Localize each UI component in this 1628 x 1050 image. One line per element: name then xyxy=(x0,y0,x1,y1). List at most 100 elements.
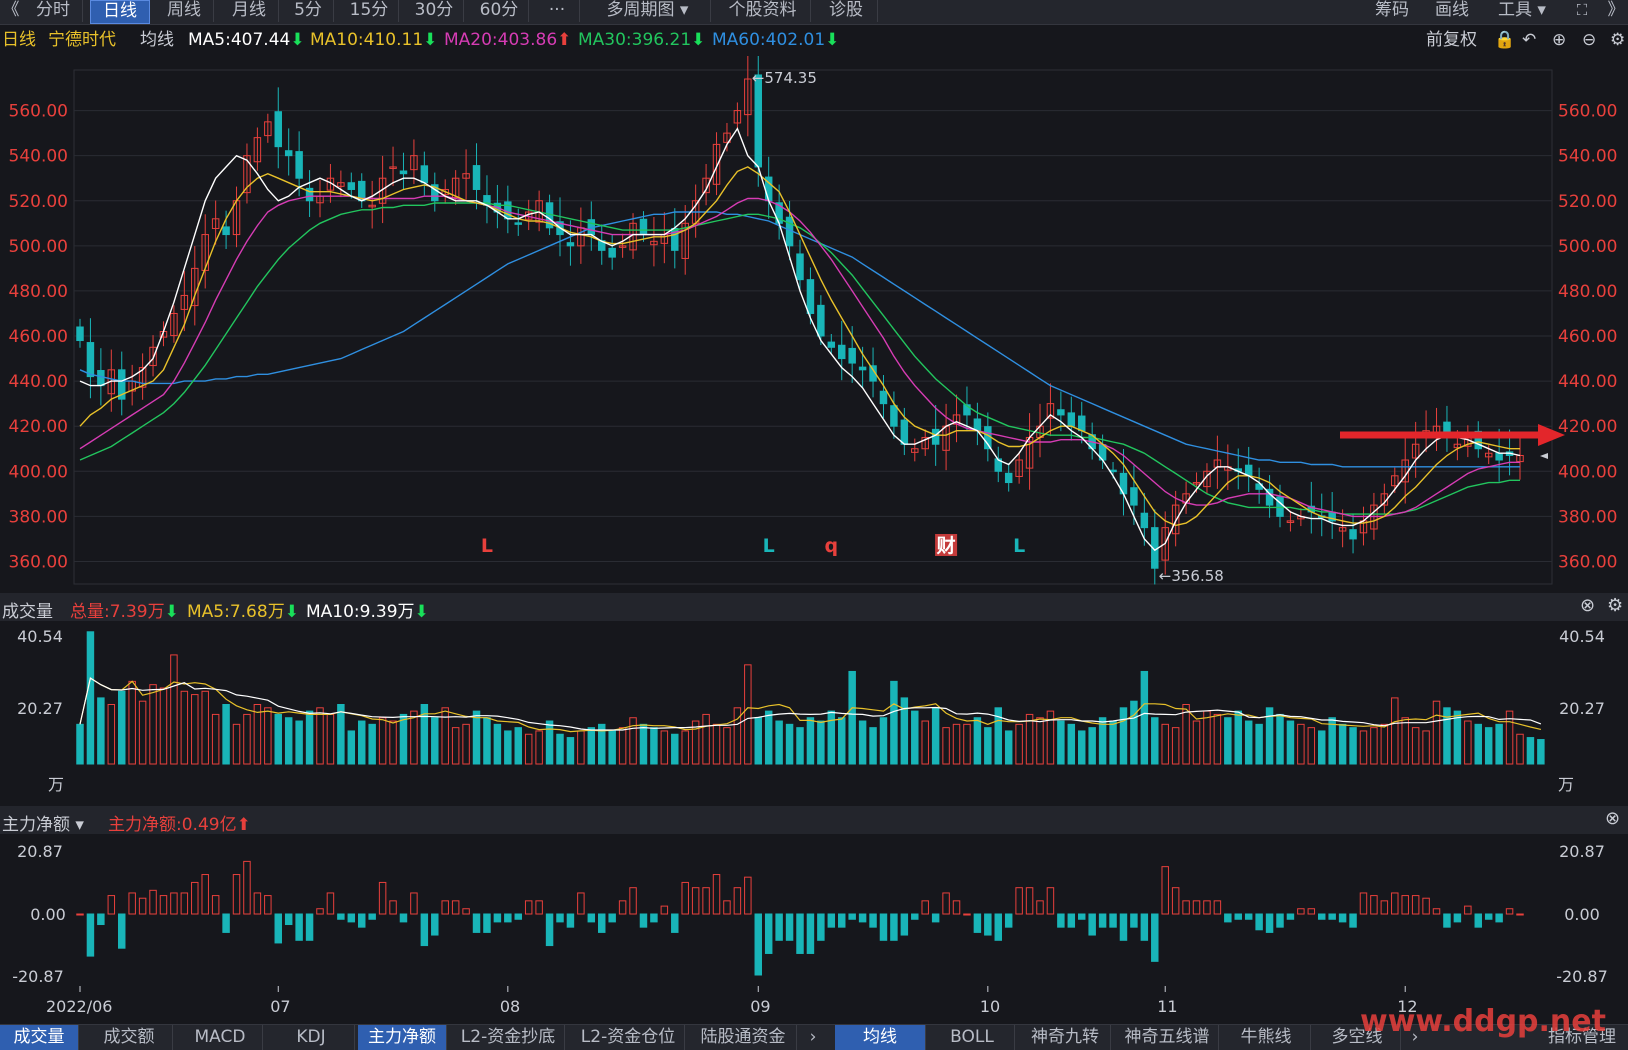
tab-30min[interactable]: 30分 xyxy=(405,0,464,22)
settings-icon[interactable]: ⚙ xyxy=(1610,30,1626,50)
flow-bar xyxy=(159,895,168,915)
close-volume-icon[interactable]: ⊗ xyxy=(1580,595,1596,616)
tab-main-net-flow[interactable]: 主力净额 xyxy=(358,1025,447,1050)
flow-bar xyxy=(921,900,929,915)
chips-button[interactable]: 筹码 xyxy=(1375,0,1409,20)
volume-bar xyxy=(420,704,429,765)
volume-bar xyxy=(1234,710,1242,765)
flow-bar xyxy=(775,913,783,941)
flow-bar xyxy=(1391,892,1399,915)
flow-bar xyxy=(577,892,585,915)
price-chart[interactable]: 560.00 540.00 520.00 500.00 480.00 460.00 440.… xyxy=(0,56,1628,586)
tab-daily[interactable]: 日线 xyxy=(90,0,150,24)
flow-bar xyxy=(1192,900,1201,915)
candle-body xyxy=(337,182,345,187)
fullscreen-icon[interactable]: ⛶ xyxy=(1576,1,1588,19)
tab-volume[interactable]: 成交量 xyxy=(0,1025,79,1050)
close-flow-icon[interactable]: ⊗ xyxy=(1605,808,1621,829)
tab-long-short[interactable]: 多空线 xyxy=(1314,1025,1401,1050)
tab-15min[interactable]: 15分 xyxy=(340,0,399,22)
tab-kdj[interactable]: KDJ xyxy=(268,1025,355,1050)
flow-bar xyxy=(1078,913,1086,920)
tab-5min[interactable]: 5分 xyxy=(283,0,334,22)
flow-bar xyxy=(128,892,136,915)
price-tick: 480.00 xyxy=(9,282,68,302)
volume-bar xyxy=(1088,727,1096,765)
candle-body xyxy=(1078,415,1086,432)
flow-bar xyxy=(284,913,293,926)
tab-northbound-flow[interactable]: 陆股通资金 xyxy=(690,1025,797,1050)
zoom-out-icon[interactable]: ⊖ xyxy=(1582,30,1597,50)
tab-l2-position[interactable]: L2-资金仓位 xyxy=(572,1025,685,1050)
tools-dropdown[interactable]: 工具 ▾ xyxy=(1498,0,1546,20)
volume-bar xyxy=(337,704,345,765)
flow-bar xyxy=(504,913,512,923)
tab-diagnosis[interactable]: 诊股 xyxy=(815,0,878,22)
flow-chart[interactable]: 20.87 0.00 -20.87 20.87 0.00 -20.87 2022… xyxy=(0,834,1628,1024)
candle-body xyxy=(243,155,251,194)
volume-bar xyxy=(211,713,220,765)
zoom-in-icon[interactable]: ⊕ xyxy=(1552,30,1567,50)
volume-bar xyxy=(1161,723,1169,765)
tab-fenshi[interactable]: 分时 xyxy=(24,0,83,22)
multi-period-dropdown[interactable]: 多周期图 ▾ xyxy=(585,0,711,22)
signal-marker: q xyxy=(824,535,838,557)
candle-body xyxy=(211,218,220,229)
volume-bar xyxy=(1443,707,1451,765)
volume-bar xyxy=(1224,717,1232,765)
more-periods-icon[interactable]: ··· xyxy=(535,0,580,22)
flow-bar xyxy=(191,881,199,915)
flow-bar xyxy=(1318,913,1326,920)
tab-bull-bear[interactable]: 牛熊线 xyxy=(1222,1025,1311,1050)
volume-bar xyxy=(1484,727,1493,765)
tab-boll[interactable]: BOLL xyxy=(930,1025,1015,1050)
flow-bar xyxy=(410,892,418,915)
flow-bar xyxy=(1505,908,1514,915)
tab-ma[interactable]: 均线 xyxy=(835,1025,926,1050)
price-tick: 520.00 xyxy=(9,192,68,212)
candle-body xyxy=(1338,527,1347,532)
flow-bar xyxy=(1224,913,1232,923)
volume-chart[interactable]: 40.54 20.27 万 40.54 20.27 万 xyxy=(0,622,1628,804)
tab-turnover[interactable]: 成交额 xyxy=(86,1025,173,1050)
flow-bar xyxy=(1171,887,1180,915)
indicator-manager-button[interactable]: 指标管理 xyxy=(1548,1027,1616,1047)
volume-bar xyxy=(691,720,700,765)
tab-60min[interactable]: 60分 xyxy=(470,0,529,22)
tab-monthly[interactable]: 月线 xyxy=(220,0,279,22)
volume-bar xyxy=(764,710,773,765)
scroll-right-icon-2[interactable]: › xyxy=(1411,1027,1419,1047)
flow-bar xyxy=(817,913,825,941)
flow-bar xyxy=(264,895,272,915)
undo-icon[interactable]: ↶ xyxy=(1522,30,1537,50)
volume-bar xyxy=(1171,727,1180,765)
tab-magic-five[interactable]: 神奇五线谱 xyxy=(1116,1025,1219,1050)
lock-icon[interactable]: 🔒 xyxy=(1494,30,1516,50)
scroll-right-icon[interactable]: › xyxy=(809,1027,817,1047)
adjust-label[interactable]: 前复权 xyxy=(1426,30,1477,50)
candle-body xyxy=(744,78,752,116)
price-axis-left: 560.00 540.00 520.00 500.00 480.00 460.00 440.… xyxy=(9,102,68,573)
volume-bar xyxy=(1255,723,1263,765)
flow-indicator-dropdown[interactable]: 主力净额 ▾ xyxy=(2,815,84,835)
flow-bar xyxy=(1182,900,1190,915)
flow-bar xyxy=(243,860,251,915)
price-tick: 420.00 xyxy=(1558,417,1617,437)
flow-bar xyxy=(347,913,356,923)
flow-bar xyxy=(1057,913,1065,928)
tab-weekly[interactable]: 周线 xyxy=(155,0,214,22)
volume-bar xyxy=(170,654,178,765)
volume-settings-icon[interactable]: ⚙ xyxy=(1607,595,1624,616)
volume-bar xyxy=(1078,730,1086,765)
back-icon[interactable]: 《 xyxy=(2,0,20,20)
collapse-icon[interactable]: 》 xyxy=(1607,0,1625,20)
tab-macd[interactable]: MACD xyxy=(178,1025,263,1050)
drawing-button[interactable]: 画线 xyxy=(1435,0,1469,20)
tab-stock-profile[interactable]: 个股资料 xyxy=(715,0,811,22)
volume-bar xyxy=(149,684,157,765)
flow-bar xyxy=(118,913,126,949)
tab-magic-nine[interactable]: 神奇九转 xyxy=(1020,1025,1111,1050)
flow-bar xyxy=(451,900,460,915)
tab-l2-bottom-fishing[interactable]: L2-资金抄底 xyxy=(452,1025,565,1050)
volume-bar xyxy=(890,680,898,765)
